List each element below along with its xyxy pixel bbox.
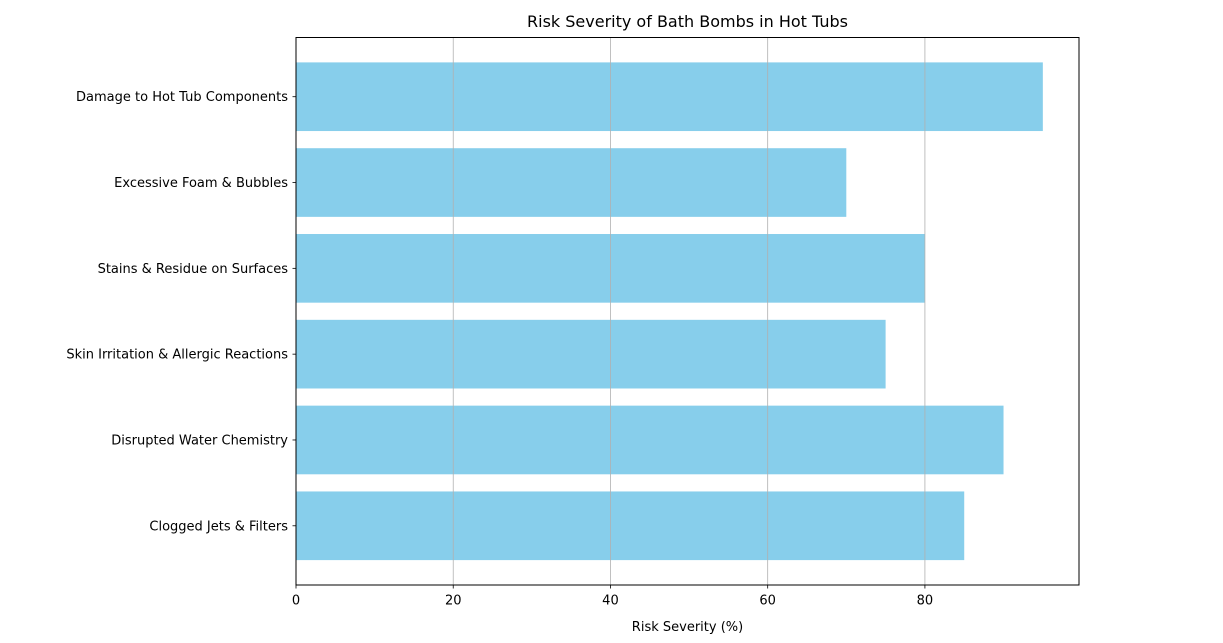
bar	[296, 62, 1043, 132]
bar	[296, 491, 965, 561]
x-tick-label: 80	[917, 594, 934, 609]
bar	[296, 405, 1004, 475]
y-tick-label: Stains & Residue on Surfaces	[98, 262, 289, 277]
bar	[296, 148, 847, 217]
plot-border	[295, 37, 1080, 586]
ticks-layer	[292, 96, 926, 589]
x-axis-label: Risk Severity (%)	[632, 620, 743, 635]
tick-labels-layer: 0 20 40 60 80 Damage to Hot Tub Components Exc…	[66, 90, 933, 608]
y-tick-label: Skin Irritation & Allergic Reactions	[66, 348, 288, 363]
x-tick-label: 60	[759, 594, 776, 609]
x-tick-label: 0	[292, 594, 300, 609]
axes-layer	[295, 37, 1080, 586]
y-tick-label: Excessive Foam & Bubbles	[114, 176, 288, 191]
chart-title: Risk Severity of Bath Bombs in Hot Tubs	[527, 12, 848, 31]
y-tick-label: Disrupted Water Chemistry	[111, 433, 288, 448]
y-tick-label: Damage to Hot Tub Components	[76, 90, 288, 105]
x-tick-label: 40	[602, 594, 619, 609]
bar	[296, 319, 886, 389]
bars-layer	[296, 62, 1043, 561]
x-tick-label: 20	[445, 594, 462, 609]
y-tick-label: Clogged Jets & Filters	[149, 519, 288, 534]
